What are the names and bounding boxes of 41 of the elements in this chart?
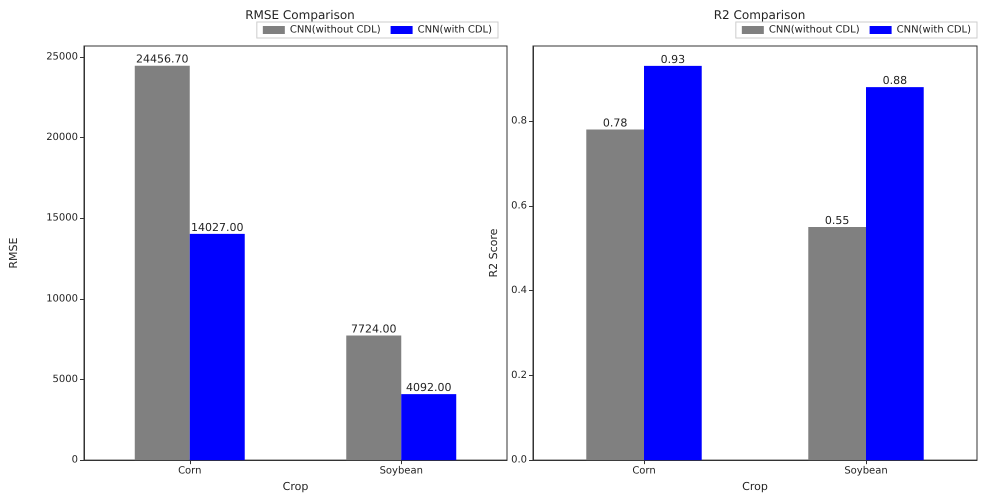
x-axis-title: Crop — [282, 480, 308, 493]
bar — [346, 336, 402, 460]
bar — [644, 66, 702, 460]
legend-label: CNN(without CDL) — [290, 24, 381, 36]
y-tick-label: 0 — [72, 454, 78, 466]
data-label: 14027.00 — [190, 220, 244, 234]
y-tick-label: 10000 — [46, 293, 78, 304]
y-tick-label: 0.4 — [511, 285, 527, 296]
chart-title: RMSE Comparison — [245, 8, 355, 22]
y-axis-title: RMSE — [7, 237, 20, 269]
y-tick-label: 5000 — [52, 374, 78, 385]
y-tick-label: 0.6 — [511, 200, 527, 212]
x-axis-title: Crop — [742, 480, 768, 493]
data-label: 0.78 — [602, 116, 628, 130]
y-tick-label: 15000 — [46, 212, 78, 224]
bar — [401, 394, 456, 460]
data-label: 0.93 — [660, 52, 686, 66]
data-label: 4092.00 — [406, 381, 452, 394]
y-tick-label: 0.2 — [511, 370, 527, 381]
x-tick-label: Corn — [178, 466, 202, 477]
y-tick-label: 0.0 — [511, 454, 527, 466]
legend-label: CNN(with CDL) — [418, 24, 492, 36]
y-tick-label: 25000 — [46, 51, 78, 62]
bar — [190, 234, 245, 460]
bar — [808, 226, 866, 460]
y-axis-title: R2 Score — [487, 228, 500, 278]
bar — [866, 87, 924, 460]
bar — [134, 66, 190, 460]
x-tick-label: Soybean — [844, 466, 888, 477]
data-label: 0.88 — [882, 74, 908, 88]
legend-label: CNN(with CDL) — [896, 24, 972, 36]
data-label: 24456.70 — [136, 52, 189, 66]
y-tick-label: 0.8 — [511, 116, 527, 127]
data-label: 7724.00 — [351, 322, 397, 336]
x-tick-label: Soybean — [380, 466, 423, 477]
y-tick-label: 20000 — [46, 132, 78, 144]
legend-label: CNN(without CDL) — [768, 24, 860, 36]
data-label: 0.55 — [824, 214, 850, 227]
x-tick-label: Corn — [632, 466, 656, 477]
chart-title: R2 Comparison — [714, 8, 806, 22]
bar — [586, 130, 644, 460]
